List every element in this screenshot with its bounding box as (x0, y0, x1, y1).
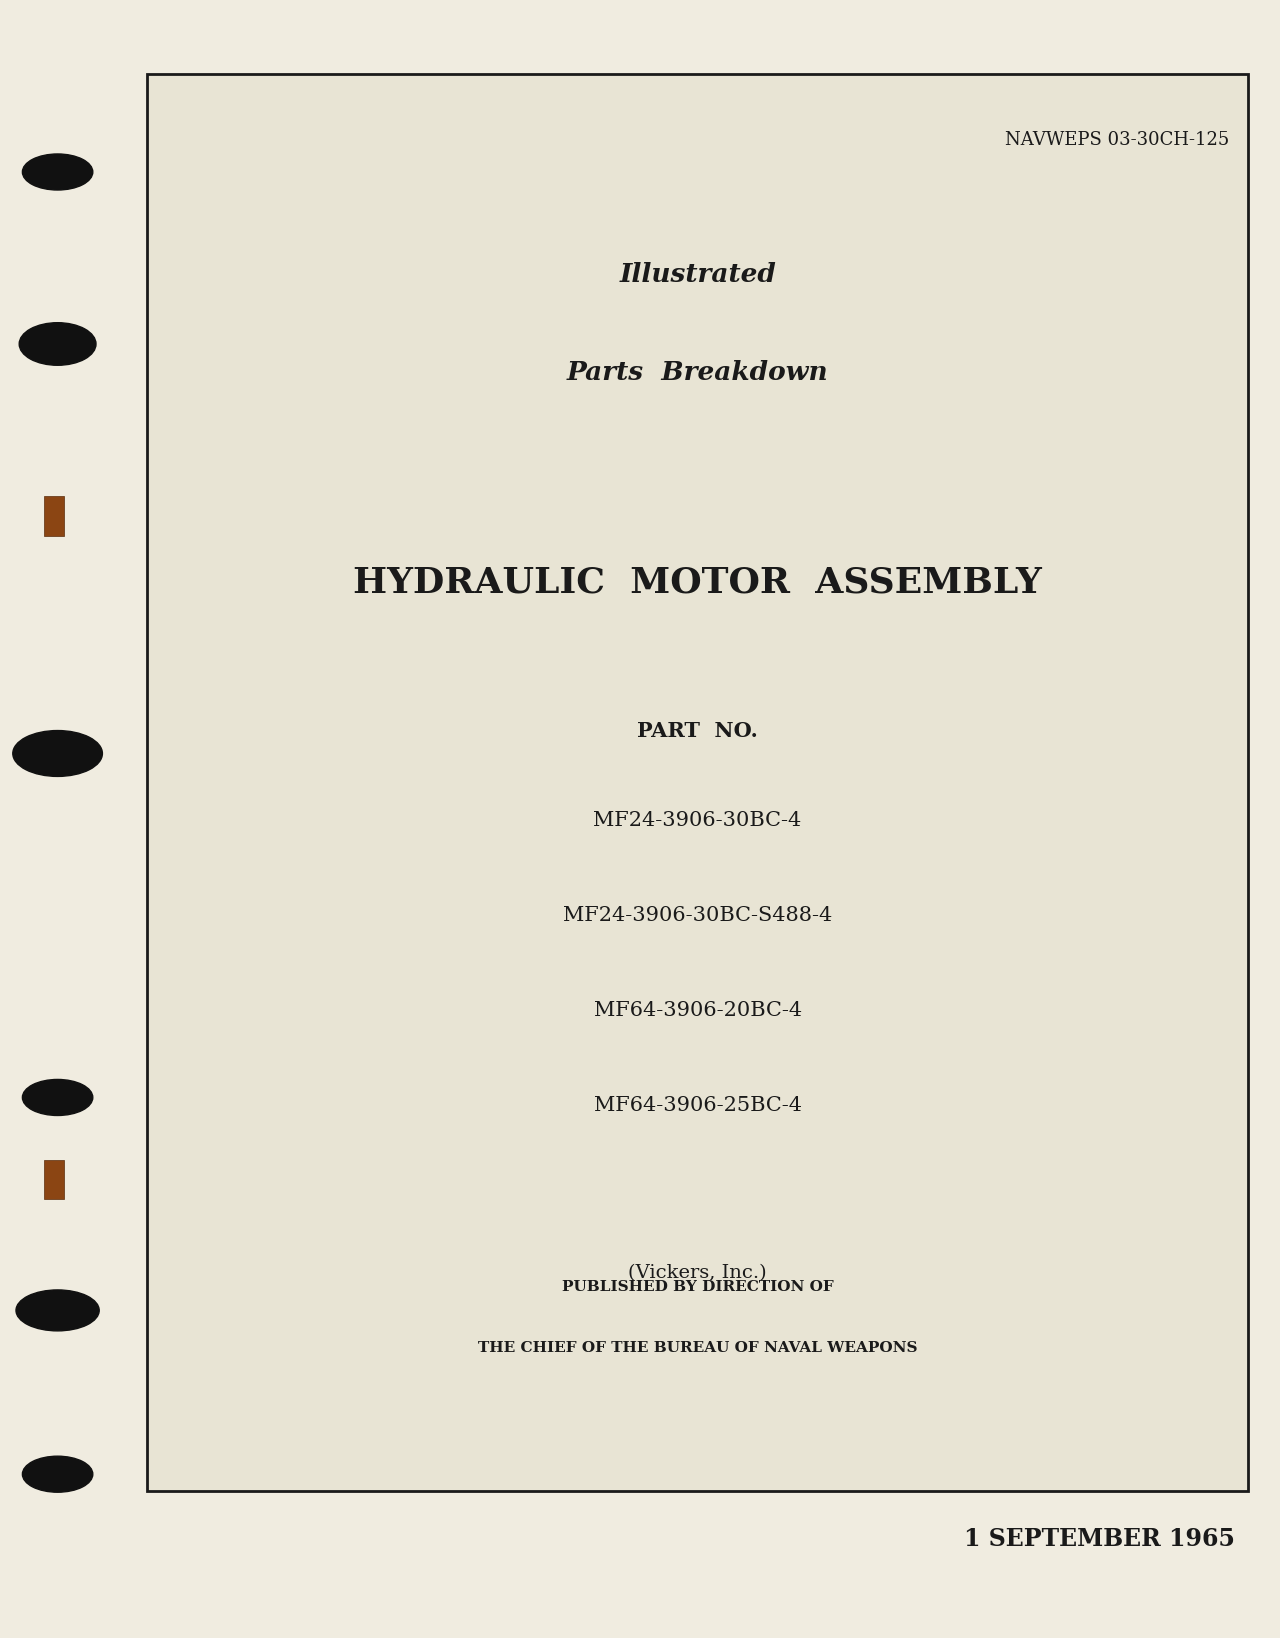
Ellipse shape (13, 731, 102, 776)
Text: MF64-3906-25BC-4: MF64-3906-25BC-4 (594, 1096, 801, 1115)
Text: PART  NO.: PART NO. (637, 721, 758, 740)
Text: (Vickers, Inc.): (Vickers, Inc.) (628, 1265, 767, 1283)
Ellipse shape (15, 1291, 100, 1330)
Ellipse shape (22, 1079, 92, 1115)
Text: Parts  Breakdown: Parts Breakdown (567, 360, 828, 385)
Ellipse shape (19, 323, 96, 365)
Text: MF64-3906-20BC-4: MF64-3906-20BC-4 (594, 1001, 801, 1020)
Text: THE CHIEF OF THE BUREAU OF NAVAL WEAPONS: THE CHIEF OF THE BUREAU OF NAVAL WEAPONS (477, 1340, 918, 1355)
Text: NAVWEPS 03-30CH-125: NAVWEPS 03-30CH-125 (1005, 131, 1229, 149)
Bar (147, 74, 1248, 1491)
Text: HYDRAULIC  MOTOR  ASSEMBLY: HYDRAULIC MOTOR ASSEMBLY (353, 565, 1042, 600)
Ellipse shape (22, 154, 92, 190)
Ellipse shape (22, 1456, 92, 1492)
Text: 1 SEPTEMBER 1965: 1 SEPTEMBER 1965 (964, 1527, 1235, 1551)
Text: Illustrated: Illustrated (620, 262, 776, 287)
Bar (44, 1160, 64, 1199)
Text: PUBLISHED BY DIRECTION OF: PUBLISHED BY DIRECTION OF (562, 1279, 833, 1294)
Bar (44, 496, 64, 536)
Text: MF24-3906-30BC-4: MF24-3906-30BC-4 (594, 811, 801, 830)
Text: MF24-3906-30BC-S488-4: MF24-3906-30BC-S488-4 (563, 906, 832, 925)
